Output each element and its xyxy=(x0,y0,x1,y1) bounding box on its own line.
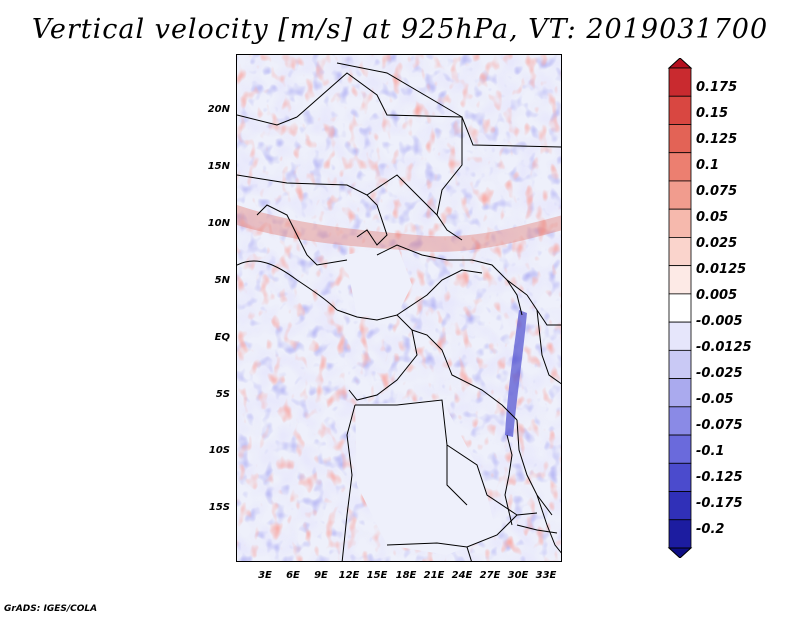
colorbar-segment xyxy=(668,208,692,238)
colorbar-segment xyxy=(668,434,692,464)
colorbar-segment xyxy=(668,237,692,267)
colorbar-segment xyxy=(668,124,692,154)
lon-label: 15E xyxy=(366,570,388,581)
lat-label: 20N xyxy=(207,104,230,115)
colorbar-arrow-bottom xyxy=(667,547,693,558)
colorbar-label: -0.0125 xyxy=(696,340,752,355)
colorbar-label: -0.125 xyxy=(696,470,743,485)
colorbar-label: 0.15 xyxy=(696,106,729,121)
colorbar-segment xyxy=(668,293,692,323)
colorbar-label: 0.125 xyxy=(696,132,738,147)
colorbar-segment xyxy=(668,491,692,521)
colorbar-segment xyxy=(668,67,692,97)
colorbar-label: 0.005 xyxy=(696,288,738,303)
lat-label: EQ xyxy=(214,332,230,343)
lon-label: 24E xyxy=(451,570,473,581)
lat-label: 15S xyxy=(208,502,230,513)
colorbar-segment xyxy=(668,406,692,436)
lon-label: 33E xyxy=(535,570,557,581)
colorbar-label: -0.2 xyxy=(696,522,725,537)
colorbar-segment xyxy=(668,378,692,408)
colorbar-label: -0.1 xyxy=(696,444,725,459)
colorbar-label: 0.075 xyxy=(696,184,738,199)
colorbar-label: -0.175 xyxy=(696,496,743,511)
colorbar-segment xyxy=(668,152,692,182)
lat-label: 10N xyxy=(207,218,230,229)
colorbar-segment xyxy=(668,321,692,351)
lat-label: 10S xyxy=(208,445,230,456)
colorbar-label: 0.05 xyxy=(696,210,729,225)
credit-text: GrADS: IGES/COLA xyxy=(4,604,98,614)
colorbar-segment xyxy=(668,95,692,125)
lat-label: 15N xyxy=(207,161,230,172)
colorbar-label: 0.0125 xyxy=(696,262,747,277)
lon-label: 9E xyxy=(314,570,328,581)
colorbar-arrow-top xyxy=(667,58,693,69)
chart-title: Vertical velocity [m/s] at 925hPa, VT: 2… xyxy=(31,14,769,45)
colorbar-label: 0.1 xyxy=(696,158,720,173)
map-panel xyxy=(236,54,562,562)
country-borders xyxy=(237,62,561,561)
lon-label: 21E xyxy=(423,570,445,581)
colorbar-segment xyxy=(668,519,692,549)
colorbar-segment xyxy=(668,462,692,492)
lon-label: 12E xyxy=(338,570,360,581)
colorbar-label: -0.05 xyxy=(696,392,734,407)
colorbar-segment xyxy=(668,265,692,295)
colorbar-label: -0.025 xyxy=(696,366,743,381)
lon-label: 3E xyxy=(258,570,272,581)
lon-label: 6E xyxy=(286,570,300,581)
colorbar-label: 0.025 xyxy=(696,236,738,251)
colorbar-label: -0.075 xyxy=(696,418,743,433)
lon-label: 18E xyxy=(395,570,417,581)
lon-label: 30E xyxy=(507,570,529,581)
colorbar-segment xyxy=(668,180,692,210)
colorbar-label: 0.175 xyxy=(696,80,738,95)
colorbar xyxy=(667,58,693,558)
lat-label: 5S xyxy=(215,389,230,400)
colorbar-segment xyxy=(668,349,692,379)
velocity-field xyxy=(237,55,561,561)
colorbar-label: -0.005 xyxy=(696,314,743,329)
lon-label: 27E xyxy=(479,570,501,581)
lat-label: 5N xyxy=(214,275,230,286)
